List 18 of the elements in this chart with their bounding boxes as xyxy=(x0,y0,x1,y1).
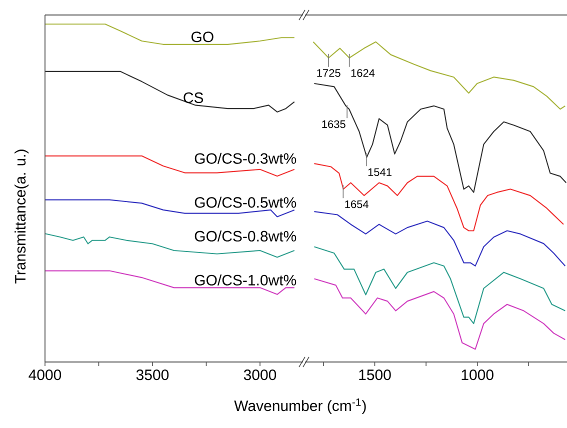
series-label: GO/CS-0.5wt% xyxy=(194,196,296,208)
annotation: 1654 xyxy=(345,200,368,208)
series-label: GO/CS-0.3wt% xyxy=(194,152,296,164)
x-axis-title: Wavenumber (cm$^{-1}$) xyxy=(234,398,366,414)
x-tick-label: 3500 xyxy=(136,370,169,380)
series-label: GO xyxy=(191,32,214,42)
annotation: 1541 xyxy=(368,168,392,176)
x-tick-label: 1000 xyxy=(462,370,494,380)
x-tick-label: 1500 xyxy=(359,370,391,380)
annotation: 1725 xyxy=(317,69,340,77)
series-label: GO/CS-1.0wt% xyxy=(194,274,296,286)
x-tick-label: 4000 xyxy=(28,370,62,380)
series-label: GO/CS-0.8wt% xyxy=(194,230,296,242)
annotation: 1624 xyxy=(351,69,375,77)
series-label: CS xyxy=(184,92,204,104)
x-tick-label: 3000 xyxy=(244,370,276,380)
annotation: 1635 xyxy=(322,120,346,128)
y-axis-title: Transmittance(a. u.) xyxy=(14,150,29,284)
